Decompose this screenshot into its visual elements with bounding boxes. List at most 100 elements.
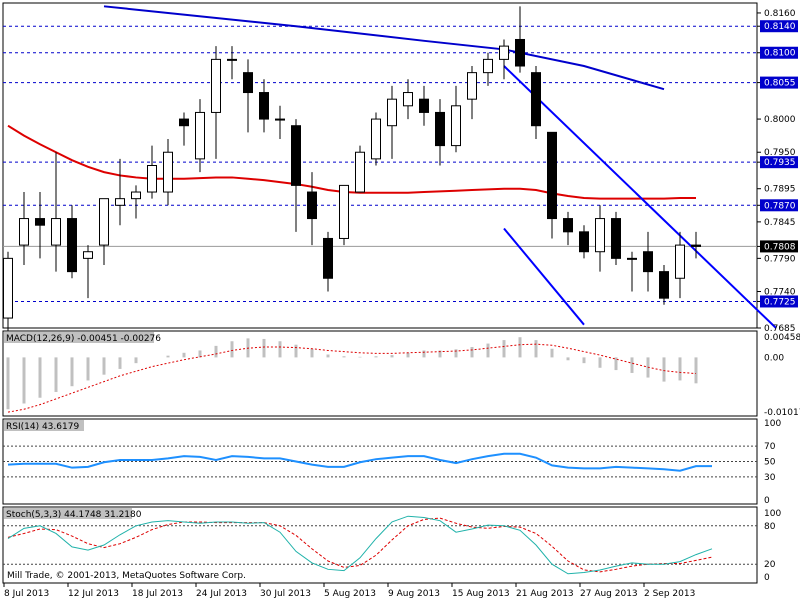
- rsi-tick-label: 30: [764, 473, 776, 483]
- candle-body: [579, 231, 589, 253]
- candle-body: [387, 98, 397, 127]
- rsi-indicator: 100 70 50 30 0: [3, 419, 781, 506]
- rsi-label-bg: [4, 420, 84, 431]
- candle-body: [611, 218, 621, 259]
- candle-body: [99, 198, 109, 246]
- stoch-label: Stoch(5,3,3) 44.1748 31.2180: [6, 510, 142, 520]
- macd-label-bg: [4, 332, 154, 343]
- price-tick-label: 0.7895: [764, 185, 796, 195]
- stoch-pane-frame: [2, 506, 758, 584]
- candle-body: [115, 198, 125, 206]
- rsi-tick-label: 100: [764, 419, 781, 429]
- candle-body: [211, 58, 221, 113]
- price-tag-bg: [760, 46, 798, 59]
- candle-body: [371, 118, 381, 160]
- candle-body: [67, 218, 77, 273]
- candle-body: [547, 131, 557, 220]
- price-tag-bg: [760, 20, 798, 33]
- candle-body: [195, 111, 205, 160]
- candle-body: [323, 237, 333, 279]
- stoch-label-bg: [4, 508, 132, 519]
- candlestick-series: [3, 6, 701, 332]
- candle-body: [147, 165, 157, 193]
- price-tick-label: 0.8140: [764, 22, 796, 32]
- candle-body: [275, 118, 285, 121]
- candle-body: [51, 218, 61, 246]
- rsi-tick-label: 0: [764, 496, 770, 506]
- candle-body: [563, 218, 573, 233]
- candle-body: [131, 191, 141, 200]
- date-tick-label: 5 Aug 2013: [324, 589, 376, 599]
- trend-channel-lines: [503, 65, 777, 329]
- price-tick-label: 0.7950: [764, 148, 796, 158]
- candle-body: [451, 105, 461, 147]
- rsi-line: [7, 452, 712, 472]
- macd-tick-label: 0.00: [764, 353, 784, 363]
- date-axis: 8 Jul 2013 12 Jul 2013 18 Jul 2013 24 Jul 2…: [3, 583, 695, 599]
- candle-body: [355, 151, 365, 193]
- date-tick-label: 15 Aug 2013: [452, 589, 510, 599]
- candle-body: [675, 244, 685, 279]
- candle-body: [179, 118, 189, 127]
- stoch-tick-label: 100: [764, 509, 781, 519]
- price-level-lines: [3, 25, 757, 302]
- candle-body: [531, 72, 541, 127]
- candle-body: [307, 191, 317, 220]
- price-tick-label: 0.7725: [764, 297, 796, 307]
- candle-body: [467, 72, 477, 100]
- candle-body: [659, 271, 669, 299]
- moving-averages: [7, 5, 696, 200]
- price-tick-label: 0.8055: [764, 79, 796, 89]
- macd-signal-line: [7, 343, 697, 413]
- candle-body: [259, 92, 269, 120]
- macd-tick-label: -0.01017: [764, 408, 800, 418]
- trendline: [503, 227, 585, 326]
- ma-slow-line: [103, 5, 665, 91]
- candle-body: [163, 151, 173, 193]
- candle-body: [3, 257, 13, 319]
- price-tag-bg: [760, 199, 798, 212]
- macd-label: MACD(12,26,9) -0.00451 -0.00276: [6, 334, 161, 344]
- price-tag-bg: [760, 156, 798, 169]
- date-tick-label: 24 Jul 2013: [196, 589, 247, 599]
- candle-body: [435, 111, 445, 147]
- rsi-tick-label: 70: [764, 442, 776, 452]
- candle-body: [243, 72, 253, 94]
- ma-fast-line: [7, 124, 696, 200]
- price-tag-bg: [760, 240, 798, 253]
- price-pane-frame: [2, 2, 758, 329]
- date-tick-label: 21 Aug 2013: [516, 589, 574, 599]
- price-tick-label: 0.7808: [764, 242, 796, 252]
- price-tick-label: 0.7790: [764, 254, 796, 264]
- stoch-tick-label: 0: [764, 573, 770, 583]
- price-tick-label: 0.8000: [764, 115, 796, 125]
- price-tick-label: 0.7845: [764, 218, 796, 228]
- date-tick-label: 27 Aug 2013: [580, 589, 638, 599]
- date-tick-label: 8 Jul 2013: [4, 589, 49, 599]
- date-tick-label: 2 Sep 2013: [644, 589, 695, 599]
- trendline: [503, 65, 777, 329]
- candle-body: [227, 58, 237, 61]
- candle-body: [627, 257, 637, 260]
- candle-body: [515, 38, 525, 67]
- date-tick-label: 18 Jul 2013: [132, 589, 183, 599]
- stoch-tick-label: 20: [764, 560, 776, 570]
- rsi-label: RSI(14) 43.6179: [6, 422, 79, 432]
- price-tick-label: 0.7935: [764, 158, 796, 168]
- candle-body: [19, 218, 29, 246]
- candle-body: [403, 92, 413, 107]
- candle-body: [595, 218, 605, 253]
- copyright-text: Mill Trade, © 2001-2013, MetaQuotes Soft…: [7, 571, 246, 581]
- price-tick-label: 0.7685: [764, 324, 796, 334]
- date-tick-label: 12 Jul 2013: [68, 589, 119, 599]
- candle-body: [83, 251, 93, 259]
- candle-body: [35, 218, 45, 226]
- price-axis: 0.8160 0.8140 0.8100 0.8055 0.8000 0.79500.79…: [757, 9, 798, 334]
- candle-body: [291, 125, 301, 186]
- stoch-main-line: [7, 515, 713, 575]
- stochastic-indicator: 100 80 20 0: [3, 509, 781, 583]
- price-tag-bg: [760, 76, 798, 89]
- rsi-tick-label: 50: [764, 458, 776, 468]
